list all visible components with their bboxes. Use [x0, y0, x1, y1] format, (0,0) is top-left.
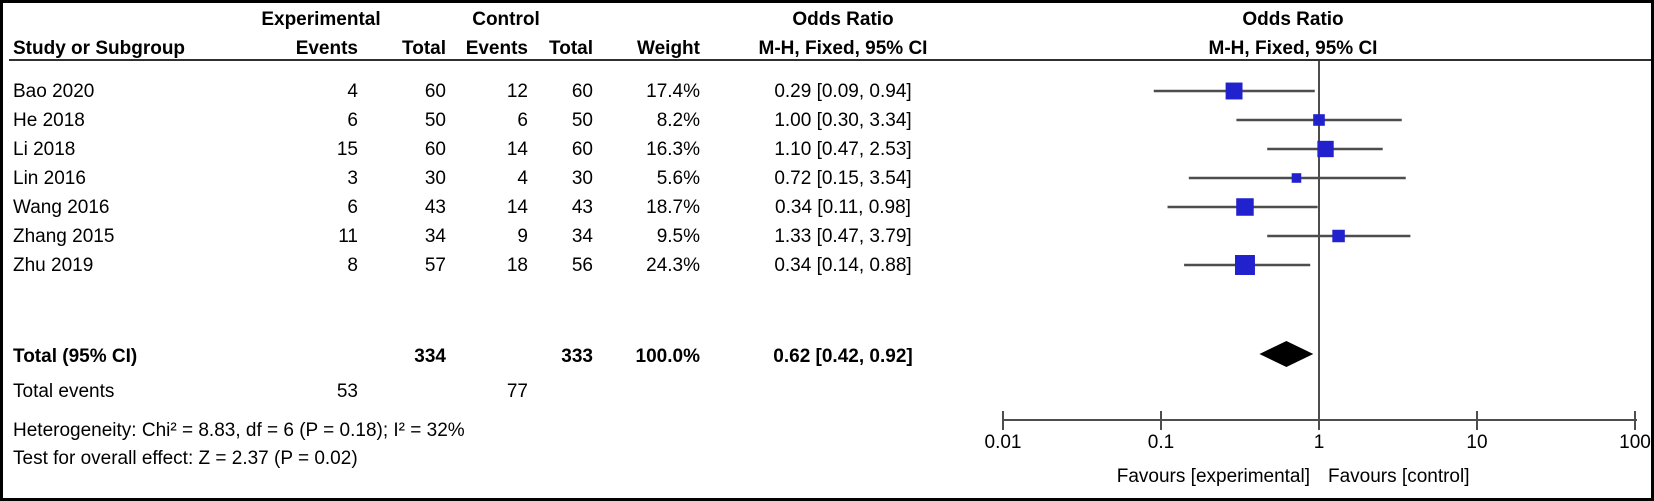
control-total-cell: 60 — [571, 81, 593, 102]
x-axis-tick-label: 10 — [1466, 432, 1487, 453]
overall-effect-test: Test for overall effect: Z = 2.37 (P = 0… — [13, 448, 358, 469]
study-name-cell: Bao 2020 — [13, 81, 95, 102]
plot-title: Odds Ratio — [1242, 9, 1344, 30]
col-header-exp-total: Total — [402, 38, 446, 59]
experimental-total-cell: 43 — [424, 197, 446, 218]
x-axis-tick-label: 100 — [1619, 432, 1651, 453]
total-or-ci: 0.62 [0.42, 0.92] — [773, 346, 913, 367]
control-total-cell: 34 — [571, 226, 593, 247]
control-events-cell: 12 — [506, 81, 528, 102]
odds-ratio-ci-cell: 0.34 [0.11, 0.98] — [775, 197, 911, 218]
study-name-cell: Wang 2016 — [13, 197, 110, 218]
weight-cell: 16.3% — [646, 139, 700, 160]
study-name-cell: Lin 2016 — [13, 168, 86, 189]
col-header-study: Study or Subgroup — [13, 38, 186, 59]
experimental-events-cell: 4 — [347, 81, 358, 102]
odds-ratio-ci-cell: 1.33 [0.47, 3.79] — [774, 226, 912, 247]
weight-cell: 17.4% — [646, 81, 700, 102]
control-events-cell: 14 — [506, 197, 528, 218]
favours-experimental-label: Favours [experimental] — [1117, 466, 1310, 487]
odds-ratio-column-title: Odds Ratio — [792, 9, 894, 30]
control-events-cell: 4 — [517, 168, 528, 189]
control-total-cell: 43 — [571, 197, 593, 218]
control-total-cell: 60 — [571, 139, 593, 160]
favours-control-label: Favours [control] — [1328, 466, 1470, 487]
col-header-exp-events: Events — [295, 38, 358, 59]
plot-subtitle: M-H, Fixed, 95% CI — [1208, 38, 1378, 59]
odds-ratio-ci-cell: 0.34 [0.14, 0.88] — [774, 255, 912, 276]
col-header-or-ci: M-H, Fixed, 95% CI — [758, 38, 928, 59]
control-events-cell: 18 — [506, 255, 528, 276]
x-axis-tick-label: 1 — [1314, 432, 1325, 453]
study-name-cell: Zhang 2015 — [13, 226, 115, 247]
col-header-weight: Weight — [637, 38, 700, 59]
experimental-events-cell: 3 — [347, 168, 358, 189]
col-header-ctl-total: Total — [549, 38, 593, 59]
experimental-events-cell: 11 — [338, 226, 358, 247]
total-row-label: Total (95% CI) — [13, 346, 138, 367]
heterogeneity-statistics: Heterogeneity: Chi² = 8.83, df = 6 (P = … — [13, 420, 465, 441]
experimental-total-cell: 50 — [424, 110, 446, 131]
effect-square — [1234, 255, 1255, 275]
odds-ratio-ci-cell: 0.72 [0.15, 3.54] — [774, 168, 912, 189]
header-underline — [9, 59, 1651, 61]
experimental-events-cell: 15 — [336, 139, 358, 160]
group-header-control: Control — [472, 9, 540, 30]
experimental-total-cell: 60 — [424, 139, 446, 160]
control-total-cell: 30 — [571, 168, 593, 189]
x-axis-tick-label: 0.1 — [1148, 432, 1174, 453]
col-header-ctl-events: Events — [465, 38, 528, 59]
control-events-cell: 9 — [517, 226, 528, 247]
experimental-total-cell: 34 — [424, 226, 446, 247]
total-events-exp: 53 — [336, 381, 358, 402]
x-axis-tick-label: 0.01 — [985, 432, 1022, 453]
total-exp-total: 334 — [414, 346, 446, 367]
experimental-total-cell: 30 — [424, 168, 446, 189]
study-name-cell: Li 2018 — [13, 139, 76, 160]
effect-square — [1313, 114, 1325, 126]
study-name-cell: Zhu 2019 — [13, 255, 94, 276]
control-total-cell: 56 — [571, 255, 593, 276]
experimental-total-cell: 57 — [424, 255, 446, 276]
weight-cell: 18.7% — [646, 197, 700, 218]
total-ctl-total: 333 — [561, 346, 593, 367]
effect-square — [1236, 198, 1254, 216]
experimental-total-cell: 60 — [424, 81, 446, 102]
effect-square — [1291, 173, 1302, 183]
odds-ratio-ci-cell: 1.10 [0.47, 2.53] — [774, 139, 912, 160]
experimental-events-cell: 8 — [347, 255, 358, 276]
total-weight: 100.0% — [635, 346, 700, 367]
effect-square — [1225, 82, 1243, 100]
control-total-cell: 50 — [571, 110, 593, 131]
control-events-cell: 14 — [506, 139, 528, 160]
odds-ratio-ci-cell: 0.29 [0.09, 0.94] — [774, 81, 912, 102]
weight-cell: 24.3% — [646, 255, 700, 276]
weight-cell: 9.5% — [656, 226, 700, 247]
group-header-experimental: Experimental — [261, 9, 381, 30]
experimental-events-cell: 6 — [347, 197, 358, 218]
experimental-events-cell: 6 — [347, 110, 358, 131]
weight-cell: 5.6% — [656, 168, 700, 189]
control-events-cell: 6 — [517, 110, 528, 131]
effect-square — [1317, 140, 1334, 158]
effect-square — [1332, 229, 1345, 243]
total-events-ctl: 77 — [506, 381, 528, 402]
summary-diamond — [1259, 341, 1314, 367]
study-name-cell: He 2018 — [13, 110, 85, 131]
total-events-label: Total events — [13, 381, 115, 402]
weight-cell: 8.2% — [656, 110, 700, 131]
odds-ratio-ci-cell: 1.00 [0.30, 3.34] — [774, 110, 912, 131]
